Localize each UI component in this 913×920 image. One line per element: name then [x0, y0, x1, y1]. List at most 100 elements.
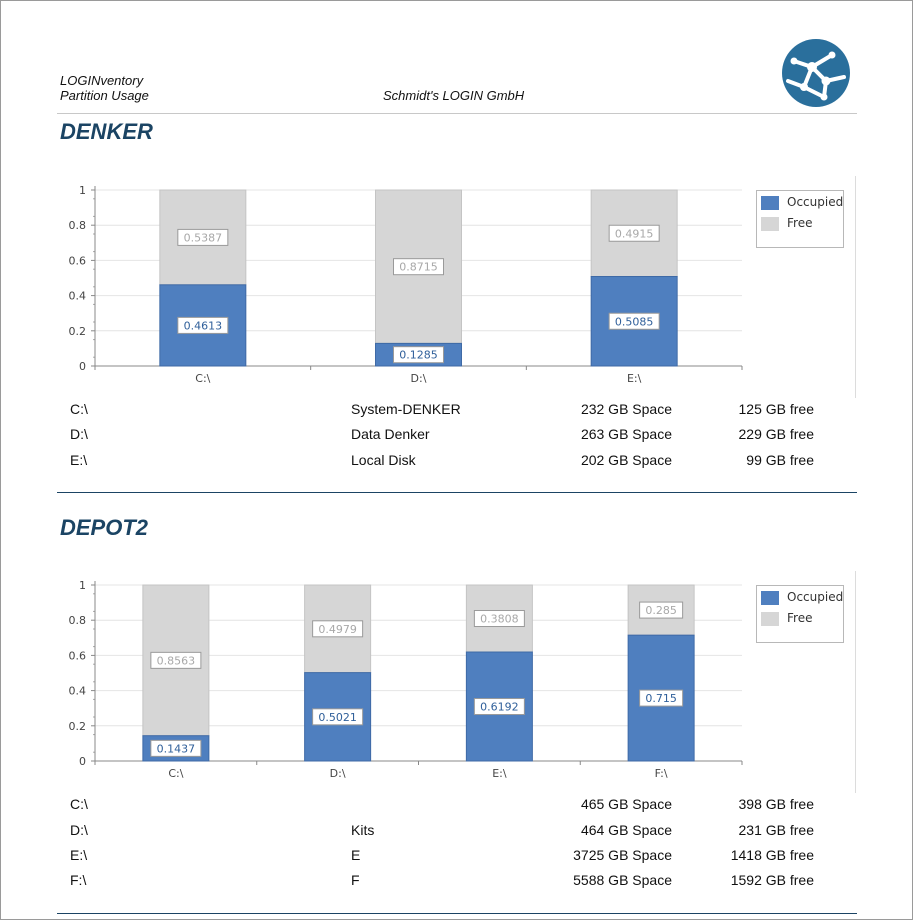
data-label-occupied-box [393, 346, 444, 364]
chart-denker-plot: 0 0.2 0.4 0.6 0.8 1 0.5387 0.4613 C:\ 0.8715 0.128… [69, 184, 743, 385]
table-row: E:\ E 3725 GB Space 1418 GB free [0, 847, 913, 865]
drive-letter: E:\ [70, 452, 88, 468]
y-tick-label: 1 [79, 184, 86, 197]
chart-separator [855, 176, 856, 398]
x-tick-label: E:\ [492, 767, 507, 780]
free-space: 125 GB free [738, 401, 815, 417]
drive-letter: D:\ [70, 426, 88, 442]
y-tick-label: 1 [79, 579, 86, 592]
section-divider [57, 492, 857, 493]
total-space: 465 GB Space [580, 796, 672, 812]
table-row: D:\ Data Denker 263 GB Space 229 GB free [0, 426, 913, 444]
drive-letter: C:\ [70, 401, 88, 417]
data-label-free: 0.8563 [157, 654, 196, 667]
data-label-free-box [150, 651, 202, 669]
y-tick-label: 0.4 [69, 290, 87, 303]
volume-label: System-DENKER [351, 401, 461, 417]
total-space: 202 GB Space [580, 452, 672, 468]
total-space: 5588 GB Space [573, 872, 672, 888]
legend-swatch-free [761, 217, 779, 231]
y-tick-label: 0.6 [69, 649, 87, 662]
volume-label: Data Denker [351, 426, 430, 442]
legend-swatch-free [761, 612, 779, 626]
y-tick-label: 0.2 [69, 325, 87, 338]
legend-label: Occupied [787, 590, 844, 604]
free-space: 398 GB free [738, 796, 815, 812]
total-space: 232 GB Space [580, 401, 672, 417]
app-name: LOGINventory [60, 73, 144, 88]
drive-letter: F:\ [70, 872, 87, 888]
chart-separator [855, 571, 856, 793]
data-label-occupied: 0.1437 [157, 742, 196, 755]
data-label-occupied: 0.715 [645, 692, 677, 705]
section-divider [57, 913, 857, 914]
report-name: Partition Usage [60, 88, 149, 103]
chart-depot2-plot: 0 0.2 0.4 0.6 0.8 1 0.8563 0.1437 C:\ 0.4979 0.502… [69, 579, 743, 780]
data-label-occupied-box [312, 708, 364, 726]
data-label-free: 0.4979 [318, 623, 357, 636]
drive-letter: C:\ [70, 796, 88, 812]
volume-label: Local Disk [351, 452, 416, 468]
chart-denker: 0 0.2 0.4 0.6 0.8 1 0.5387 0.4613 C:\ 0.8715 0.128… [57, 176, 857, 398]
table-row: C:\ 465 GB Space 398 GB free [0, 796, 913, 814]
data-label-occupied-box [639, 689, 684, 707]
total-space: 263 GB Space [580, 426, 672, 442]
x-tick-label: E:\ [627, 372, 642, 385]
y-tick-label: 0.6 [69, 254, 87, 267]
total-space: 3725 GB Space [573, 847, 672, 863]
legend-swatch-occupied [761, 196, 779, 210]
section-title-denker: DENKER [60, 119, 153, 144]
x-tick-label: F:\ [655, 767, 668, 780]
x-tick-label: C:\ [168, 767, 183, 780]
table-row: D:\ Kits 464 GB Space 231 GB free [0, 822, 913, 840]
data-label-free: 0.8715 [399, 261, 438, 274]
data-label-occupied: 0.4613 [184, 319, 223, 332]
data-label-occupied: 0.5021 [318, 711, 357, 724]
legend-label: Occupied [787, 195, 844, 209]
data-label-occupied-box [608, 312, 660, 330]
x-tick-label: C:\ [195, 372, 210, 385]
drive-letter: E:\ [70, 847, 88, 863]
data-label-free-box [312, 620, 364, 638]
legend-label: Free [787, 216, 813, 230]
volume-label: Kits [351, 822, 375, 838]
table-row: C:\ System-DENKER 232 GB Space 125 GB fr… [0, 401, 913, 419]
data-label-free-box [473, 610, 525, 628]
data-label-occupied: 0.6192 [480, 701, 519, 714]
x-tick-label: D:\ [411, 372, 427, 385]
table-row: F:\ F 5588 GB Space 1592 GB free [0, 872, 913, 890]
free-space: 99 GB free [746, 452, 814, 468]
legend-label: Free [787, 611, 813, 625]
data-label-free: 0.5387 [184, 231, 223, 244]
data-label-free-box [393, 258, 444, 276]
y-tick-label: 0 [79, 360, 86, 373]
data-label-free-box [177, 228, 229, 246]
data-label-occupied: 0.1285 [399, 349, 438, 362]
table-row: E:\ Local Disk 202 GB Space 99 GB free [0, 452, 913, 470]
data-label-free: 0.285 [645, 604, 677, 617]
free-space: 229 GB free [738, 426, 815, 442]
drive-letter: D:\ [70, 822, 88, 838]
data-label-occupied: 0.5085 [615, 315, 654, 328]
report-header-left: LOGINventory Partition Usage [60, 73, 149, 103]
data-label-free: 0.4915 [615, 227, 654, 240]
free-space: 1592 GB free [730, 872, 814, 888]
y-tick-label: 0 [79, 755, 86, 768]
chart-depot2: 0 0.2 0.4 0.6 0.8 1 0.8563 0.1437 C:\ 0.4979 0.502… [57, 571, 857, 793]
data-label-free-box [608, 224, 660, 242]
y-tick-label: 0.4 [69, 685, 87, 698]
y-tick-label: 0.2 [69, 720, 87, 733]
y-tick-label: 0.8 [69, 219, 87, 232]
section-title-depot2: DEPOT2 [60, 515, 149, 540]
data-label-occupied-box [177, 316, 229, 334]
chart-legend: Occupied Free [756, 190, 844, 248]
legend-swatch-occupied [761, 591, 779, 605]
volume-label: F [351, 872, 360, 888]
data-label-free: 0.3808 [480, 613, 519, 626]
header-divider [57, 113, 857, 114]
company-name: Schmidt's LOGIN GmbH [383, 88, 525, 103]
data-label-occupied-box [473, 698, 525, 716]
free-space: 1418 GB free [730, 847, 814, 863]
free-space: 231 GB free [738, 822, 815, 838]
data-label-free-box [639, 601, 684, 619]
